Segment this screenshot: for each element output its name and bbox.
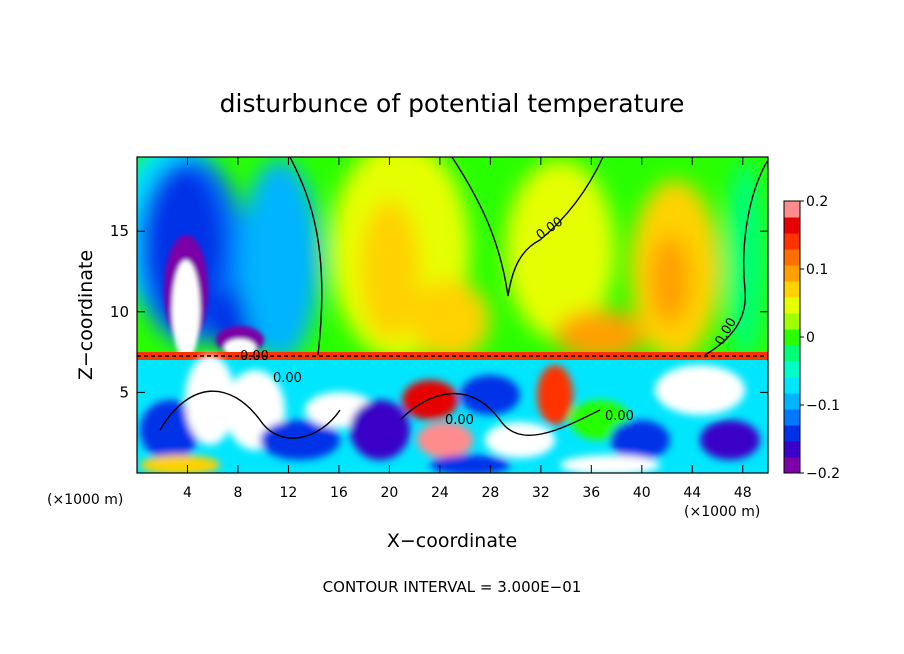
x-tick-label: 20 [380, 485, 398, 501]
colorbar-tick-label: 0 [806, 330, 815, 346]
colorbar-swatch [784, 345, 800, 362]
colorbar-tick-label: −0.2 [806, 466, 840, 482]
colorbar-tick-label: −0.1 [806, 398, 840, 414]
x-tick-label: 16 [330, 485, 348, 501]
colorbar: 0.2 0.1 0 −0.1 −0.2 [783, 194, 840, 482]
x-axis-ticks: 4 8 12 16 20 24 28 32 36 40 44 48 [183, 157, 752, 501]
colorbar-swatch [784, 441, 800, 458]
plot-frame [136, 156, 769, 474]
x-tick-label: 36 [582, 485, 600, 501]
contour-label: 0.00 [273, 371, 302, 386]
plot-area: 0.00 0.00 0.00 0.00 0.00 0.00 [137, 157, 768, 473]
zero-contours [137, 157, 768, 439]
x-unit-left: (×1000 m) [47, 492, 123, 508]
colorbar-swatch [784, 265, 800, 282]
x-tick-label: 24 [431, 485, 449, 501]
colorbar-tick-label: 0.2 [806, 194, 828, 210]
x-tick-label: 40 [633, 485, 651, 501]
colorbar-swatch [784, 217, 800, 234]
x-tick-label: 4 [183, 485, 192, 501]
colorbar-swatch [784, 457, 800, 474]
colorbar-swatch [784, 425, 800, 442]
x-tick-label: 28 [481, 485, 499, 501]
y-tick-label: 15 [110, 222, 129, 240]
colorbar-swatch [784, 377, 800, 394]
colorbar-swatch [784, 249, 800, 266]
contour-interval-footer: CONTOUR INTERVAL = 3.000E−01 [323, 578, 582, 596]
y-axis-label: Z−coordinate [75, 250, 97, 380]
x-tick-label: 44 [683, 485, 701, 501]
colorbar-ticks: 0.2 0.1 0 −0.1 −0.2 [800, 194, 840, 482]
chart-title: disturbunce of potential temperature [220, 89, 685, 118]
colorbar-swatch [784, 361, 800, 378]
y-tick-label: 10 [110, 303, 129, 321]
contour-label: 0.00 [445, 413, 474, 428]
x-tick-label: 12 [280, 485, 298, 501]
colorbar-tick-label: 0.1 [806, 262, 828, 278]
colorbar-swatch [784, 409, 800, 426]
x-unit-right: (×1000 m) [684, 504, 760, 520]
contour-label: 0.00 [605, 409, 634, 424]
y-tick-label: 5 [119, 383, 129, 401]
colorbar-swatches [784, 201, 800, 474]
x-tick-label: 32 [532, 485, 550, 501]
colorbar-swatch [784, 201, 800, 218]
y-axis-ticks: 5 10 15 [110, 222, 768, 401]
colorbar-swatch [784, 297, 800, 314]
colorbar-swatch [784, 233, 800, 250]
colorbar-swatch [784, 281, 800, 298]
x-tick-label: 8 [233, 485, 242, 501]
x-tick-label: 48 [734, 485, 752, 501]
upper-field-blobs [137, 157, 765, 360]
colorbar-swatch [784, 393, 800, 410]
colorbar-swatch [784, 313, 800, 330]
contour-label: 0.00 [240, 349, 269, 364]
colorbar-swatch [784, 329, 800, 346]
x-axis-label: X−coordinate [387, 530, 517, 552]
cold-core [164, 235, 264, 360]
lower-field-structures [140, 355, 760, 473]
